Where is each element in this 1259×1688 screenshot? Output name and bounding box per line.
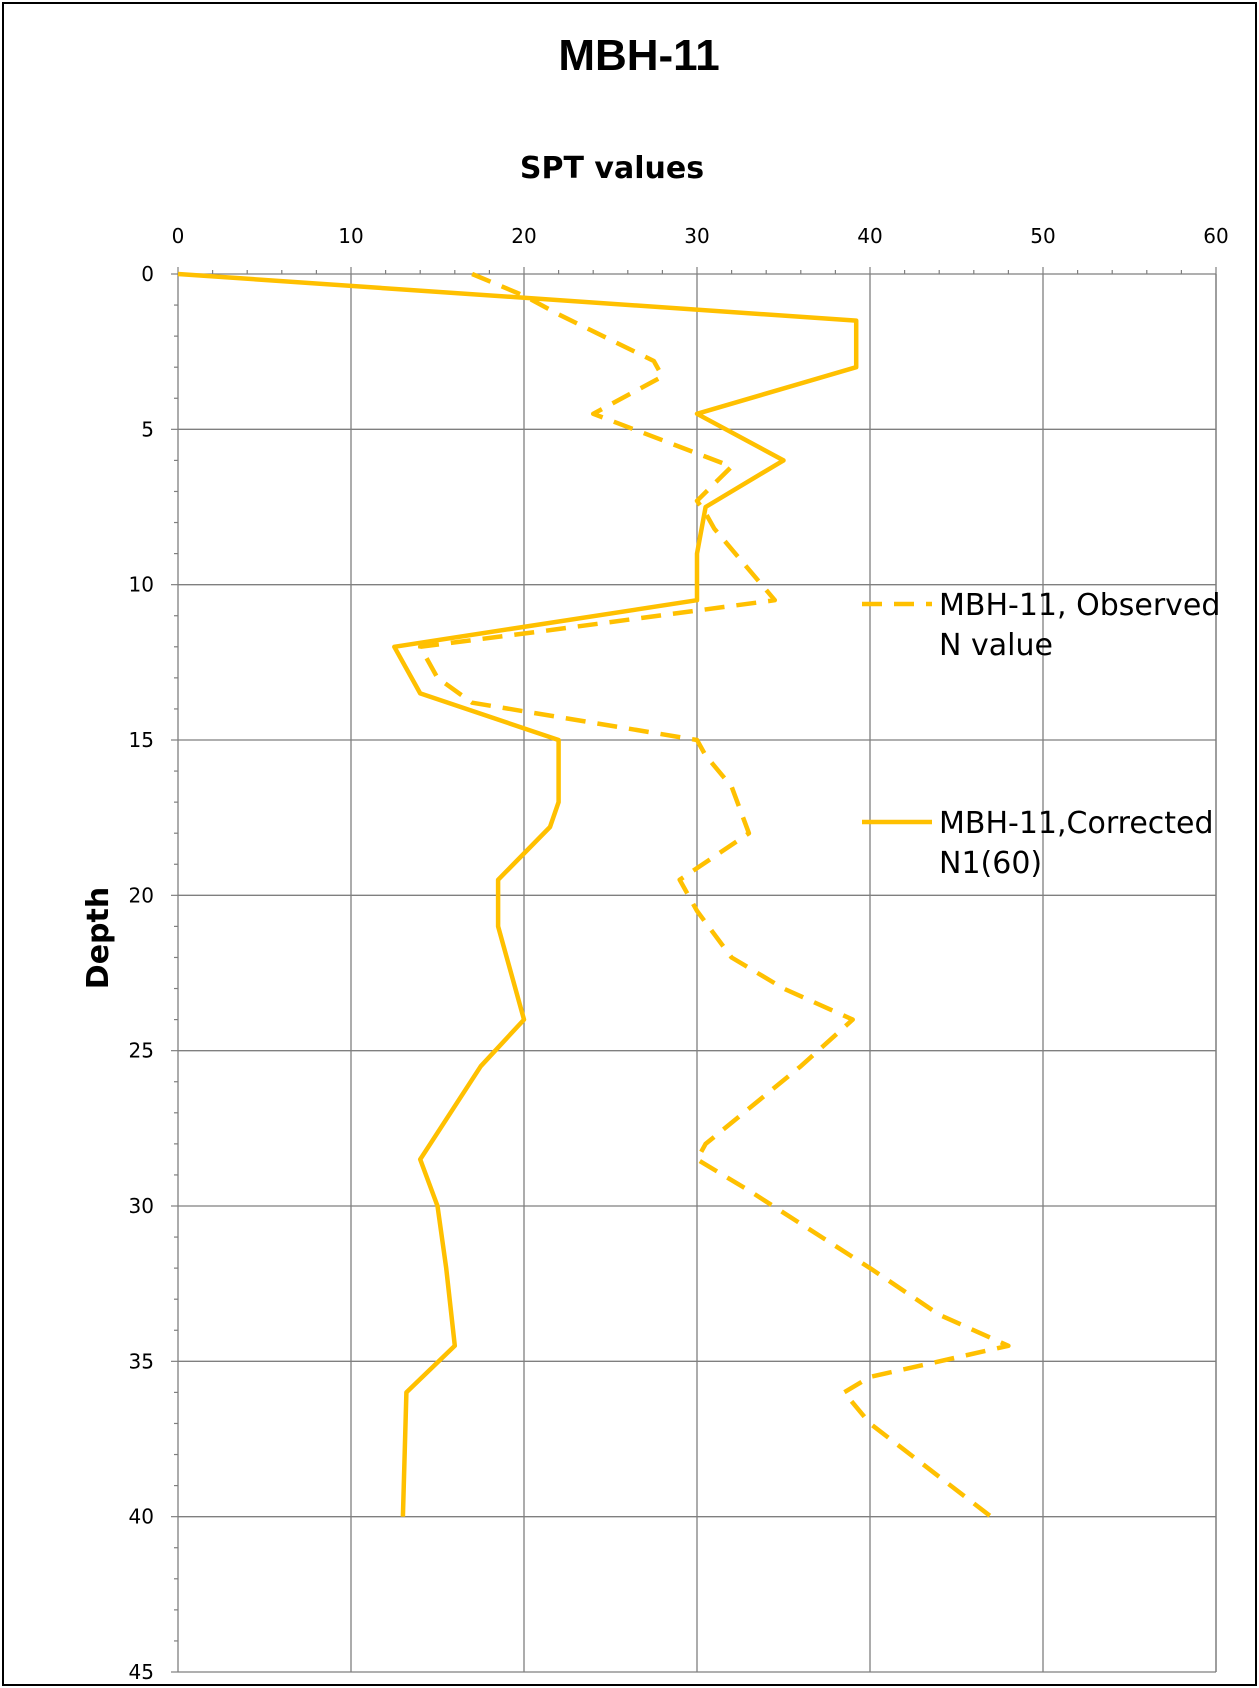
x-tick-label: 20 xyxy=(511,224,536,248)
chart-svg: MBH-11 SPT values Depth 0 10 20 30 40 50 60 0 5 1… xyxy=(81,31,1229,1684)
legend: MBH-11, Observed N value MBH-11,Corrected N… xyxy=(862,588,1220,881)
x-tick-label: 40 xyxy=(857,224,882,248)
y-tick-label: 30 xyxy=(129,1194,154,1218)
series-layer xyxy=(177,271,1011,1519)
y-tick-label: 20 xyxy=(129,883,154,907)
legend-label-line: MBH-11, Observed xyxy=(939,588,1220,623)
y-tick-label: 35 xyxy=(129,1349,154,1373)
legend-label-line: N1(60) xyxy=(939,846,1042,881)
legend-label: MBH-11,Corrected N1(60) xyxy=(939,806,1214,881)
x-tick-label: 50 xyxy=(1030,224,1055,248)
corrected-n160-series-line xyxy=(177,271,859,1517)
y-tick-label: 15 xyxy=(129,728,154,752)
tick-layer: 0 10 20 30 40 50 60 0 5 10 15 20 25 30 35 40 45 xyxy=(129,224,1229,1684)
y-tick-label: 40 xyxy=(129,1505,154,1529)
observed-n-series-line xyxy=(417,271,1011,1519)
x-axis-title: SPT values xyxy=(520,151,704,186)
grid-layer xyxy=(177,273,1217,1673)
legend-label-line: MBH-11,Corrected xyxy=(939,806,1214,841)
x-tick-label: 30 xyxy=(684,224,709,248)
legend-label-line: N value xyxy=(939,628,1053,663)
y-tick-label: 25 xyxy=(129,1039,154,1063)
y-axis-title: Depth xyxy=(81,887,116,989)
y-tick-label: 0 xyxy=(141,262,154,286)
y-tick-label: 10 xyxy=(129,573,154,597)
x-tick-label: 60 xyxy=(1203,224,1228,248)
y-tick-label: 45 xyxy=(129,1660,154,1684)
chart-title: MBH-11 xyxy=(558,31,719,80)
y-tick-label: 5 xyxy=(141,417,154,441)
x-tick-label: 10 xyxy=(338,224,363,248)
legend-label: MBH-11, Observed N value xyxy=(939,588,1220,663)
x-tick-label: 0 xyxy=(172,224,185,248)
